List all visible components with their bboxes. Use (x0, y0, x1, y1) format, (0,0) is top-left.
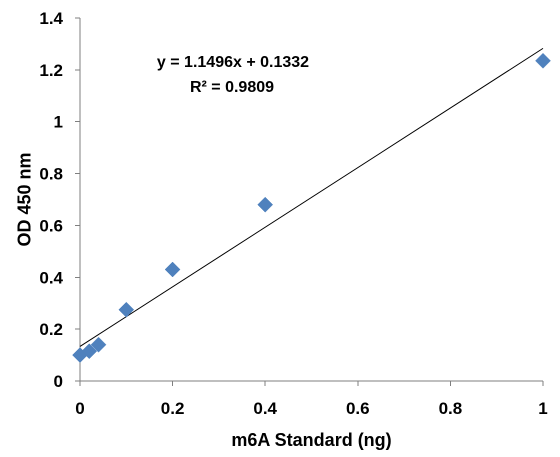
ticks: 0 0.2 0.4 0.6 0.8 1 0 0.2 0.4 0.6 0.8 1 1.2 1.4 (39, 9, 547, 418)
y-tick-label: 1 (54, 113, 63, 132)
data-point-diamond (90, 336, 107, 353)
trendline-equation: y = 1.1496x + 0.1332 (157, 54, 309, 71)
y-axis-title: OD 450 nm (14, 152, 34, 246)
x-tick-label: 1 (538, 399, 547, 418)
trendline-group (79, 47, 544, 347)
x-tick-label: 0.2 (161, 399, 185, 418)
y-tick-label: 0.2 (39, 320, 63, 339)
y-tick-label: 0.6 (39, 216, 63, 235)
y-tick-label: 0.4 (39, 268, 63, 287)
axes (79, 18, 543, 382)
data-point-diamond (164, 261, 181, 278)
y-tick-label: 0.8 (39, 165, 63, 184)
x-tick-label: 0.6 (346, 399, 370, 418)
y-tick-label: 0 (54, 372, 63, 391)
x-axis-title: m6A Standard (ng) (231, 430, 391, 450)
x-tick-label: 0 (75, 399, 84, 418)
trendline-r-squared: R² = 0.9809 (190, 79, 274, 96)
y-tick-label: 1.2 (39, 61, 63, 80)
labels: y = 1.1496x + 0.1332 R² = 0.9809 m6A Sta… (14, 54, 391, 450)
data-point-diamond (81, 343, 98, 360)
data-points (72, 52, 551, 363)
trendline (79, 47, 544, 347)
y-tick-label: 1.4 (39, 9, 63, 28)
data-point-diamond (257, 196, 274, 213)
x-tick-label: 0.8 (439, 399, 463, 418)
data-point-diamond (535, 52, 551, 69)
x-tick-label: 0.4 (253, 399, 277, 418)
data-point-diamond (118, 301, 135, 318)
